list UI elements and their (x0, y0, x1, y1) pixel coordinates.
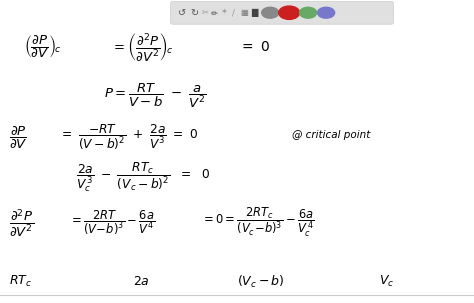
Text: ↺: ↺ (178, 8, 187, 18)
Text: ▦: ▦ (240, 8, 248, 17)
Circle shape (279, 6, 300, 19)
Circle shape (300, 7, 317, 18)
Text: $(V_c - b)$: $(V_c - b)$ (237, 274, 285, 290)
Text: $\left(\dfrac{\partial P}{\partial V}\right)_{\!c}$: $\left(\dfrac{\partial P}{\partial V}\ri… (24, 33, 61, 61)
Text: /: / (232, 8, 235, 17)
Text: $2a$: $2a$ (133, 275, 149, 288)
Text: $= \left(\dfrac{\partial^2 P}{\partial V^2}\right)_{\!c}$: $= \left(\dfrac{\partial^2 P}{\partial V… (111, 31, 174, 63)
Text: ✂: ✂ (201, 8, 208, 17)
Text: $= \ 0$: $= \ 0$ (239, 40, 271, 54)
Text: $\dfrac{2a}{V_c^{\,3}} \ - \ \dfrac{RT_c}{(V_c-b)^2} \ \ = \ \ 0$: $\dfrac{2a}{V_c^{\,3}} \ - \ \dfrac{RT_c… (76, 161, 210, 194)
Text: $RT_c$: $RT_c$ (9, 274, 33, 289)
Text: ✏: ✏ (211, 8, 218, 17)
Text: $= 0 = \dfrac{2RT_c}{(V_c\!-\!b)^3} - \dfrac{6a}{V_c^{\,4}}$: $= 0 = \dfrac{2RT_c}{(V_c\!-\!b)^3} - \d… (201, 206, 315, 239)
Text: $= \ \dfrac{-RT}{(V-b)^2} \ + \ \dfrac{2a}{V^3} \ = \ 0$: $= \ \dfrac{-RT}{(V-b)^2} \ + \ \dfrac{2… (59, 123, 198, 152)
Text: $= \dfrac{2RT}{(V\!-\!b)^3} - \dfrac{6a}{V^4}$: $= \dfrac{2RT}{(V\!-\!b)^3} - \dfrac{6a}… (69, 208, 155, 237)
Text: $\dfrac{\partial^2 P}{\partial V^2}$: $\dfrac{\partial^2 P}{\partial V^2}$ (9, 207, 35, 239)
Text: █: █ (251, 8, 258, 17)
FancyBboxPatch shape (171, 2, 393, 24)
Circle shape (262, 7, 279, 18)
Text: $\dfrac{\partial P}{\partial V}$: $\dfrac{\partial P}{\partial V}$ (9, 125, 28, 151)
Text: ✶: ✶ (220, 8, 227, 17)
Text: $P = \dfrac{RT}{V-b} \ - \ \dfrac{a}{V^2}$: $P = \dfrac{RT}{V-b} \ - \ \dfrac{a}{V^2… (104, 81, 207, 110)
Circle shape (318, 7, 335, 18)
Text: ↻: ↻ (190, 8, 199, 18)
Text: $V_c$: $V_c$ (379, 274, 394, 289)
Text: @ critical point: @ critical point (292, 130, 370, 140)
